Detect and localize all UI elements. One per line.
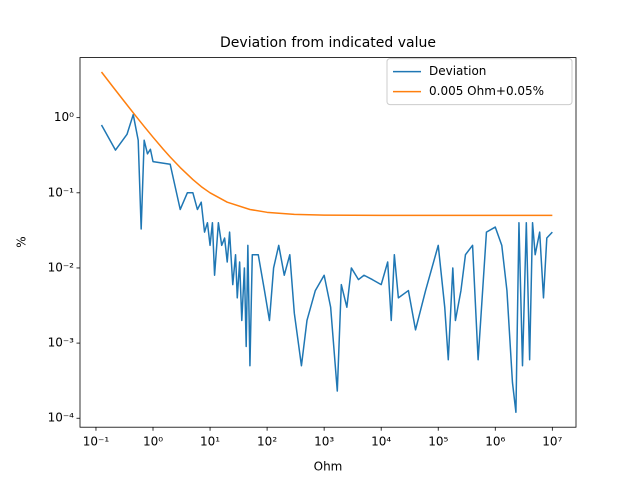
x-axis-label: Ohm	[314, 460, 343, 474]
chart-title: Deviation from indicated value	[220, 35, 436, 51]
x-tick-label: 10³	[314, 435, 334, 449]
series-line	[100, 113, 553, 414]
legend-label: 0.005 Ohm+0.05%	[429, 84, 544, 98]
plot-frame	[79, 57, 577, 428]
x-tick-label: 10⁻¹	[83, 435, 110, 449]
x-tick-label: 10⁰	[143, 435, 163, 449]
y-tick-label: 10⁻⁴	[48, 411, 75, 425]
x-tick-label: 10¹	[200, 435, 220, 449]
x-tick-label: 10⁶	[485, 435, 505, 449]
y-axis-label: %	[15, 236, 29, 247]
x-tick-label: 10²	[257, 435, 277, 449]
x-tick-label: 10⁷	[542, 435, 562, 449]
legend-label: Deviation	[429, 64, 486, 78]
legend-box	[386, 58, 573, 106]
series-line	[100, 71, 553, 217]
x-tick-label: 10⁴	[371, 435, 391, 449]
y-tick-label: 10⁰	[54, 110, 74, 124]
y-tick-label: 10⁻²	[48, 260, 75, 274]
y-tick-label: 10⁻¹	[48, 185, 75, 199]
y-tick-label: 10⁻³	[48, 336, 75, 350]
x-tick-label: 10⁵	[428, 435, 448, 449]
